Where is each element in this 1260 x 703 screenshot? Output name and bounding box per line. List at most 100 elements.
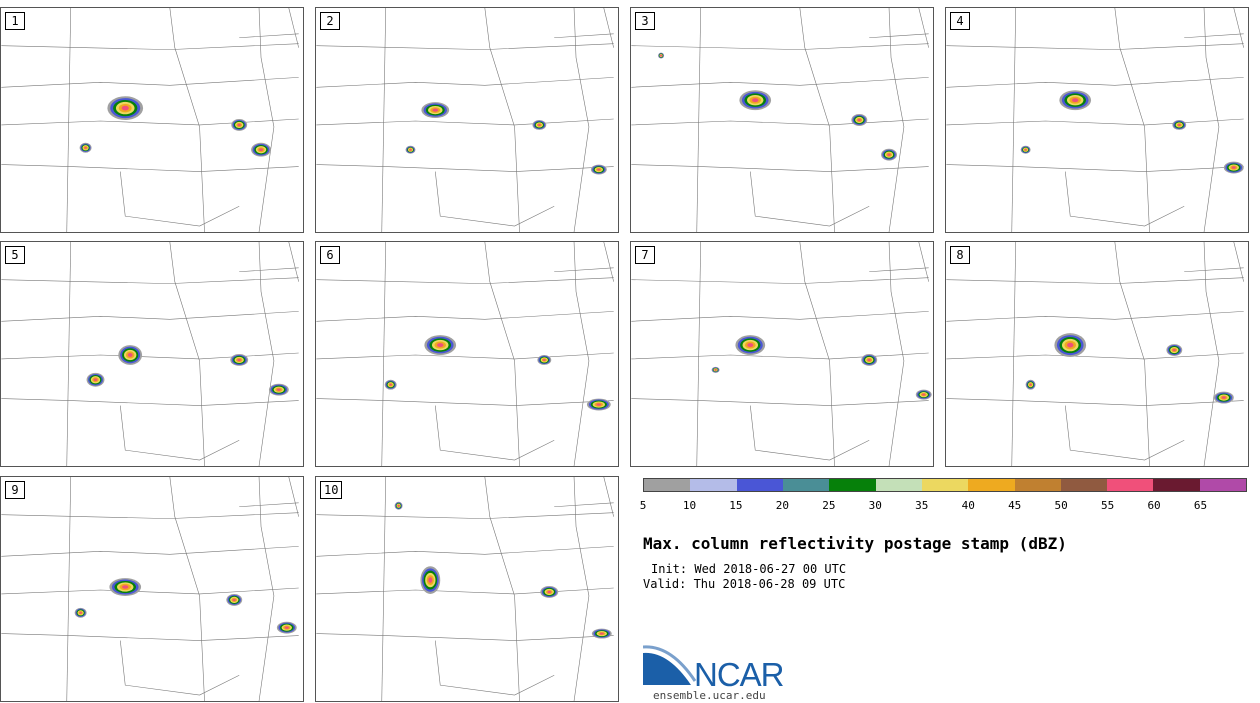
reflectivity-blob	[121, 105, 129, 111]
state-boundary	[1, 311, 299, 322]
state-boundary	[1, 277, 299, 284]
state-boundary-map	[1, 8, 299, 232]
reflectivity-blob	[389, 383, 392, 386]
reflectivity-blob	[857, 118, 861, 122]
state-boundary	[288, 477, 299, 517]
state-boundary	[316, 311, 614, 322]
colorbar-tick-label: 35	[915, 499, 929, 512]
state-boundary	[946, 277, 1244, 284]
panel-number-label: 8	[950, 246, 970, 264]
state-boundary	[1203, 8, 1220, 232]
state-boundary-map	[1, 477, 299, 701]
state-boundary	[258, 477, 275, 701]
colorbar-swatch	[968, 479, 1015, 491]
state-boundary	[1011, 8, 1017, 232]
colorbar-tick-label: 30	[868, 499, 882, 512]
reflectivity-blob	[232, 598, 236, 602]
map-panel: 7	[630, 241, 934, 467]
colorbar-swatch	[1014, 479, 1061, 491]
state-boundary-map	[946, 8, 1244, 232]
colorbar-tick-label: 65	[1193, 499, 1208, 512]
state-boundary	[1, 512, 299, 519]
reflectivity-blob	[259, 148, 264, 152]
state-boundary	[573, 8, 590, 232]
ensemble-url[interactable]: ensemble.ucar.edu	[653, 689, 766, 702]
init-time: Init: Wed 2018-06-27 00 UTC	[651, 562, 847, 576]
colorbar-tick-label: 10	[682, 499, 697, 512]
state-boundary	[239, 267, 299, 273]
plot-title: Max. column reflectivity postage stamp (…	[643, 534, 1067, 553]
state-boundary	[1184, 267, 1244, 273]
state-boundary	[1011, 242, 1017, 466]
state-boundary	[1114, 242, 1150, 466]
state-boundary	[316, 352, 614, 360]
colorbar-tick-label: 15	[729, 499, 743, 512]
panel-number-label: 10	[320, 481, 343, 499]
panel-number-label: 6	[320, 246, 340, 264]
state-boundary	[288, 8, 299, 48]
state-boundary	[749, 171, 870, 227]
state-boundary	[1, 633, 299, 641]
state-boundary	[1, 398, 299, 406]
colorbar-swatch	[1153, 479, 1200, 491]
reflectivity-blob	[409, 148, 412, 151]
colorbar-swatch	[829, 479, 876, 491]
reflectivity-blob	[237, 123, 241, 127]
state-boundary	[316, 546, 614, 557]
state-boundary	[1, 77, 299, 88]
state-boundary	[316, 77, 614, 88]
state-boundary	[119, 640, 240, 696]
state-boundary	[169, 242, 205, 466]
reflectivity-blob	[887, 153, 891, 156]
reflectivity-blob	[596, 403, 602, 406]
colorbar-swatch	[1107, 479, 1154, 491]
state-boundary	[799, 8, 835, 232]
state-boundary-map	[631, 8, 929, 232]
colorbar-tick-label: 55	[1100, 499, 1115, 512]
reflectivity-blob	[597, 168, 601, 171]
state-boundary	[169, 8, 205, 232]
colorbar-tick-label: 50	[1054, 499, 1068, 512]
colorbar-ticks: 5 10 15 20 25 30 35 40 45 50 55 60 65	[640, 499, 1247, 513]
reflectivity-blob	[122, 585, 129, 589]
reflectivity-blob	[284, 626, 289, 629]
state-boundary	[918, 8, 929, 48]
state-boundary	[381, 8, 387, 232]
state-boundary	[239, 33, 299, 39]
map-panel: 9	[0, 476, 304, 702]
reflectivity-blob	[237, 358, 242, 362]
state-boundary	[1233, 8, 1244, 48]
state-boundary	[631, 77, 929, 88]
state-boundary	[258, 242, 275, 466]
state-boundary	[603, 8, 614, 48]
reflectivity-blob	[599, 632, 604, 635]
state-boundary	[258, 8, 275, 232]
state-boundary	[316, 164, 614, 172]
state-boundary	[631, 164, 929, 172]
colorbar-swatch	[690, 479, 737, 491]
state-boundary	[434, 405, 555, 461]
valid-time: Valid: Thu 2018-06-28 09 UTC	[643, 577, 846, 591]
reflectivity-blob	[276, 388, 281, 391]
panel-number-label: 4	[950, 12, 970, 30]
state-boundary	[381, 477, 387, 701]
reflectivity-blob	[1221, 396, 1226, 399]
state-boundary	[918, 242, 929, 282]
state-boundary	[1, 587, 299, 595]
colorbar-swatch	[782, 479, 830, 491]
state-boundary	[946, 398, 1244, 406]
state-boundary	[603, 242, 614, 282]
state-boundary	[288, 242, 299, 282]
state-boundary	[554, 502, 614, 508]
panel-number-label: 3	[635, 12, 655, 30]
state-boundary	[316, 277, 614, 284]
state-boundary	[888, 8, 905, 232]
state-boundary	[1, 546, 299, 557]
reflectivity-blob	[79, 611, 82, 614]
state-boundary	[119, 171, 240, 227]
state-boundary	[1184, 33, 1244, 39]
state-boundary	[316, 398, 614, 406]
state-boundary	[554, 267, 614, 273]
state-boundary	[603, 477, 614, 517]
state-boundary	[169, 477, 205, 701]
